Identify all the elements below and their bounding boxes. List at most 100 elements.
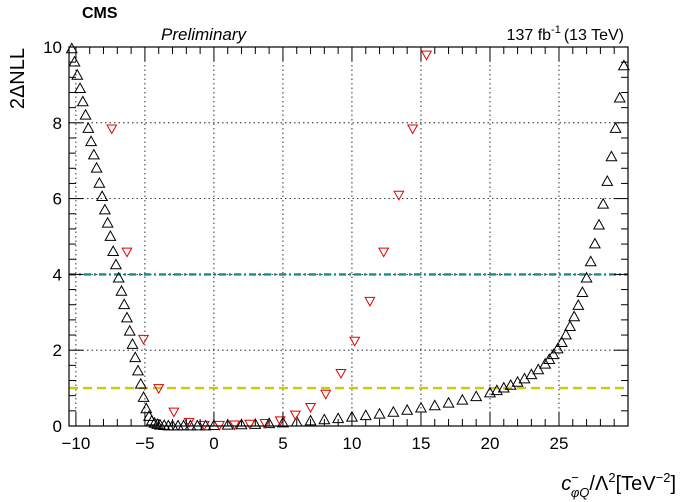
y-tick-label: 4 bbox=[53, 265, 62, 284]
data-point-black bbox=[221, 418, 234, 430]
data-point-black bbox=[387, 405, 400, 417]
data-point-red bbox=[229, 420, 241, 431]
data-point-black bbox=[151, 417, 164, 429]
data-point-black bbox=[85, 135, 98, 147]
data-point-black bbox=[456, 393, 469, 405]
data-point-black bbox=[101, 216, 114, 228]
data-point-black bbox=[107, 245, 120, 257]
x-tick-label: 5 bbox=[278, 434, 287, 453]
data-point-black bbox=[580, 271, 593, 283]
y-tick-label: 0 bbox=[53, 417, 62, 436]
grid-lines bbox=[69, 46, 628, 427]
data-point-black bbox=[584, 255, 597, 267]
data-point-red bbox=[244, 419, 256, 430]
data-point-black bbox=[177, 419, 190, 431]
data-point-black bbox=[90, 161, 103, 173]
data-point-black bbox=[572, 298, 585, 310]
preliminary-label: Preliminary bbox=[161, 25, 248, 44]
y-tick-label: 10 bbox=[43, 38, 62, 57]
data-point-black bbox=[235, 418, 248, 430]
data-point-black bbox=[568, 310, 581, 322]
data-point-black bbox=[87, 148, 100, 160]
data-point-black bbox=[148, 416, 161, 428]
data-point-black bbox=[199, 419, 212, 431]
x-tick-label: 0 bbox=[209, 434, 218, 453]
data-point-black bbox=[98, 203, 111, 215]
data-point-black bbox=[547, 348, 560, 360]
data-point-red bbox=[320, 389, 332, 400]
data-point-black bbox=[79, 108, 92, 120]
data-point-red bbox=[153, 384, 165, 395]
data-point-black bbox=[442, 396, 455, 408]
data-point-black bbox=[82, 121, 95, 133]
data-point-red bbox=[407, 124, 419, 135]
data-point-black bbox=[518, 372, 531, 384]
data-point-black bbox=[123, 324, 136, 336]
data-point-black bbox=[73, 82, 87, 94]
y-tick-label: 8 bbox=[53, 114, 62, 133]
data-point-black bbox=[137, 391, 150, 402]
data-point-black bbox=[276, 416, 290, 428]
data-point-black bbox=[613, 91, 626, 103]
y-tick-label: 2 bbox=[53, 341, 62, 360]
x-tick-label: 25 bbox=[550, 434, 569, 453]
data-point-black bbox=[93, 176, 106, 188]
plot-frame bbox=[68, 46, 629, 427]
data-point-red bbox=[137, 334, 150, 345]
data-point-black bbox=[588, 237, 601, 249]
data-point-black bbox=[171, 419, 185, 431]
data-point-red bbox=[304, 403, 317, 414]
data-point-black bbox=[68, 55, 81, 67]
data-point-red bbox=[420, 50, 433, 61]
data-point-black bbox=[597, 197, 610, 209]
data-point-black bbox=[126, 337, 139, 349]
data-point-black bbox=[592, 218, 606, 230]
data-point-black bbox=[118, 298, 131, 310]
y-tick-label: 6 bbox=[53, 190, 62, 209]
data-point-black bbox=[140, 402, 153, 414]
reference-lines bbox=[69, 273, 628, 390]
data-point-black bbox=[563, 320, 577, 332]
data-point-red bbox=[364, 296, 376, 307]
data-point-black bbox=[145, 414, 158, 426]
data-point-black bbox=[263, 417, 276, 429]
axis-ticks bbox=[69, 46, 628, 427]
data-point-red bbox=[378, 247, 390, 258]
x-tick-label: −5 bbox=[135, 434, 154, 453]
data-point-black bbox=[609, 121, 622, 133]
data-point-black bbox=[129, 351, 142, 363]
data-point-black bbox=[71, 68, 84, 80]
data-point-black bbox=[109, 258, 123, 270]
cms-label: CMS bbox=[82, 5, 118, 22]
data-point-black bbox=[532, 363, 545, 375]
data-point-black bbox=[470, 390, 483, 402]
data-point-black bbox=[134, 377, 147, 389]
data-point-red bbox=[349, 336, 361, 347]
data-point-black bbox=[115, 284, 128, 296]
data-point-black bbox=[104, 229, 117, 241]
x-tick-label: 20 bbox=[481, 434, 500, 453]
data-point-red bbox=[168, 407, 180, 418]
y-axis-label: 2ΔNLL bbox=[7, 48, 29, 109]
data-point-black bbox=[96, 190, 109, 202]
data-point-red bbox=[106, 124, 118, 135]
data-point-black bbox=[76, 95, 89, 107]
data-point-black bbox=[373, 407, 386, 419]
luminosity-label: 137 fb-1 (13 TeV) bbox=[507, 24, 624, 44]
x-tick-label: −10 bbox=[61, 434, 90, 453]
data-point-black bbox=[359, 409, 372, 421]
tick-labels: −10 −5 0 5 10 15 20 25 0 2 4 6 8 10 bbox=[43, 38, 568, 453]
data-point-red bbox=[393, 190, 405, 201]
data-point-red bbox=[289, 410, 301, 421]
data-point-red bbox=[259, 418, 271, 429]
data-point-black bbox=[551, 342, 564, 354]
data-point-black bbox=[576, 286, 589, 297]
data-point-black bbox=[120, 311, 134, 323]
series-black-triangles bbox=[65, 42, 630, 431]
data-point-black bbox=[555, 336, 568, 347]
data-point-black bbox=[617, 59, 630, 71]
data-point-black bbox=[428, 399, 441, 411]
data-point-black bbox=[601, 175, 614, 186]
data-point-black bbox=[605, 150, 618, 162]
